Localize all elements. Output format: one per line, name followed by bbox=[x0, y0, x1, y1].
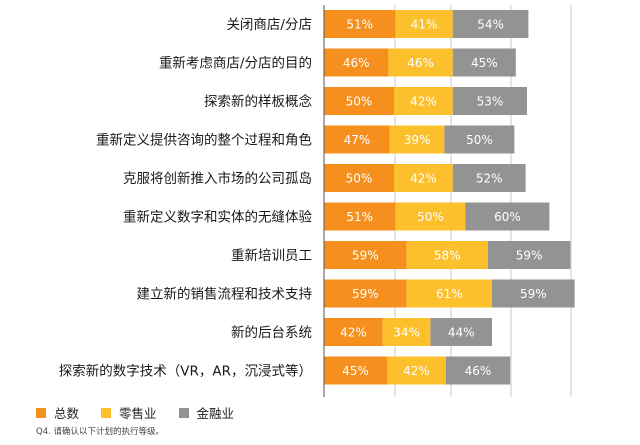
data-label: 53% bbox=[477, 95, 504, 109]
data-label: 42% bbox=[410, 95, 437, 109]
bar-segment bbox=[388, 48, 453, 77]
legend-label-retail: 零售业 bbox=[119, 406, 157, 421]
category-label: 建立新的销售流程和技术支持 bbox=[137, 287, 313, 303]
bar-segment bbox=[324, 164, 394, 192]
bar-segment bbox=[406, 241, 488, 269]
bar-segment bbox=[394, 87, 453, 115]
data-label: 46% bbox=[343, 56, 370, 70]
data-label: 52% bbox=[476, 172, 503, 186]
data-label: 42% bbox=[340, 326, 367, 340]
bar-segment bbox=[445, 356, 511, 385]
data-label: 59% bbox=[520, 287, 547, 301]
legend-item-total: 总数 bbox=[36, 403, 79, 422]
bar-segment bbox=[395, 202, 466, 231]
legend-swatch-total bbox=[36, 407, 46, 418]
data-label: 59% bbox=[352, 249, 379, 263]
category-label: 探索新的样板概念 bbox=[204, 93, 312, 110]
data-label: 39% bbox=[404, 133, 431, 147]
category-label: 重新考虑商店/分店的目的 bbox=[159, 56, 312, 72]
data-label: 50% bbox=[346, 95, 373, 109]
bar-segment bbox=[395, 10, 453, 38]
data-label: 45% bbox=[342, 364, 369, 378]
data-label: 59% bbox=[352, 287, 379, 301]
data-label: 51% bbox=[346, 210, 373, 224]
data-label: 50% bbox=[466, 133, 493, 147]
bar-segment bbox=[324, 318, 383, 346]
legend-item-retail: 零售业 bbox=[101, 403, 157, 422]
bar-segment bbox=[406, 279, 492, 308]
footnote: Q4. 请确认以下计划的执行等级。 bbox=[36, 427, 165, 437]
data-label: 60% bbox=[494, 210, 521, 224]
data-label: 50% bbox=[417, 210, 444, 224]
category-label: 重新培训员工 bbox=[231, 248, 312, 264]
bar-segment bbox=[382, 318, 431, 346]
bar-segment bbox=[394, 164, 453, 192]
bar-segment bbox=[324, 356, 387, 385]
bar-segment bbox=[452, 48, 516, 77]
category-label: 探索新的数字技术（VR，AR，沉浸式等） bbox=[59, 363, 312, 380]
bar-segment bbox=[324, 279, 407, 308]
data-label: 59% bbox=[516, 249, 543, 263]
data-label: 51% bbox=[346, 18, 373, 32]
bar-segment bbox=[452, 10, 529, 38]
data-label: 50% bbox=[346, 172, 373, 186]
bar-segment bbox=[324, 202, 396, 231]
data-label: 45% bbox=[471, 56, 498, 70]
data-label: 34% bbox=[393, 326, 420, 340]
category-label: 重新定义数字和实体的无缝体验 bbox=[123, 210, 312, 226]
legend-swatch-retail bbox=[101, 407, 112, 418]
category-label: 克服将创新推入市场的公司孤岛 bbox=[123, 170, 312, 187]
bar-segment bbox=[324, 87, 394, 115]
bar-segment bbox=[387, 356, 446, 385]
data-label: 54% bbox=[477, 18, 504, 32]
legend-label-total: 总数 bbox=[54, 406, 80, 421]
legend-swatch-finance bbox=[178, 407, 189, 418]
legend-item-finance: 金融业 bbox=[178, 403, 235, 422]
data-label: 61% bbox=[436, 287, 463, 301]
data-label: 46% bbox=[407, 56, 434, 70]
data-label: 58% bbox=[434, 249, 461, 263]
bar-segment bbox=[324, 125, 390, 154]
data-label: 42% bbox=[410, 172, 437, 186]
category-label: 关闭商店/分店 bbox=[226, 17, 312, 33]
data-label: 42% bbox=[403, 364, 430, 378]
bar-segment bbox=[444, 125, 515, 154]
bar-segment bbox=[465, 202, 550, 231]
bar-segment bbox=[324, 10, 396, 38]
data-label: 47% bbox=[344, 133, 371, 147]
legend: 总数 零售业 金融业 bbox=[36, 403, 256, 422]
bar-segment bbox=[487, 241, 571, 269]
bar-segment bbox=[324, 241, 407, 269]
bar-segment bbox=[430, 318, 492, 346]
bar-segment bbox=[324, 48, 389, 77]
bar-segment bbox=[452, 164, 526, 192]
data-label: 46% bbox=[465, 364, 492, 378]
data-label: 41% bbox=[411, 18, 438, 32]
bar-segment bbox=[492, 279, 575, 308]
bar-segment bbox=[452, 87, 527, 115]
data-label: 44% bbox=[448, 326, 475, 340]
legend-label-finance: 金融业 bbox=[196, 406, 235, 421]
category-label: 重新定义提供咨询的整个过程和角色 bbox=[96, 132, 312, 149]
category-label: 新的后台系统 bbox=[231, 325, 312, 341]
bar-segment bbox=[389, 125, 445, 154]
